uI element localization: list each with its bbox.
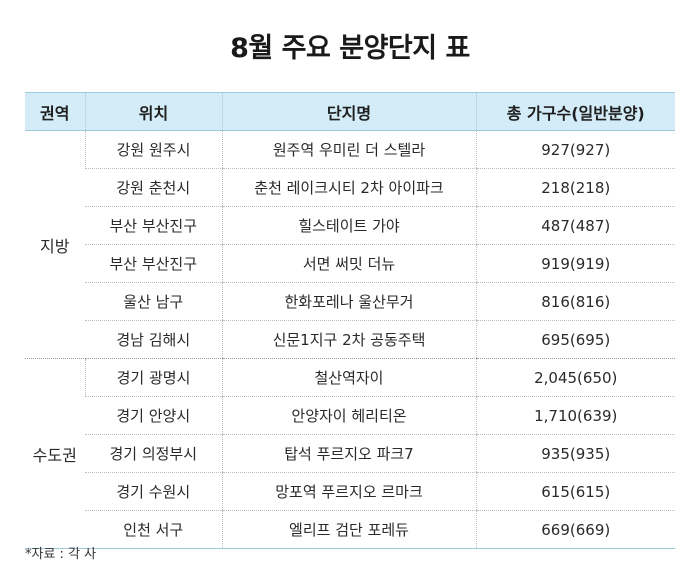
table-row: 경남 김해시 신문1지구 2차 공동주택 695(695) [25,320,675,359]
table-row: 울산 남구 한화포레나 울산무거 816(816) [25,282,675,321]
complex-name-cell: 서면 써밋 더뉴 [221,244,476,283]
table-row: 강원 춘천시 춘천 레이크시티 2차 아이파크 218(218) [25,168,675,207]
table-row: 부산 부산진구 힐스테이트 가야 487(487) [25,206,675,245]
table-row: 지방 강원 원주시 원주역 우미린 더 스텔라 927(927) [25,130,675,359]
complex-name-cell: 안양자이 헤리티온 [221,396,476,435]
units-cell: 615(615) [475,472,675,511]
location-cell: 부산 부산진구 [85,206,222,245]
complex-name-cell: 한화포레나 울산무거 [221,282,476,321]
complex-name-cell: 엘리프 검단 포레듀 [221,510,476,549]
units-cell: 2,045(650) [475,358,675,397]
location-cell: 부산 부산진구 [85,244,222,283]
location-cell: 경기 광명시 [84,358,222,397]
units-cell: 919(919) [475,244,675,283]
header-total-units: 총 가구수(일반분양) [475,92,675,131]
units-cell: 1,710(639) [475,396,675,435]
location-cell: 울산 남구 [85,282,222,321]
location-cell: 강원 원주시 [84,130,222,169]
location-cell: 경기 의정부시 [85,434,222,473]
complex-name-cell: 힐스테이트 가야 [221,206,476,245]
header-complex-name: 단지명 [221,92,476,131]
units-cell: 487(487) [475,206,675,245]
units-cell: 816(816) [475,282,675,321]
table-row: 수도권 경기 광명시 철산역자이 2,045(650) [25,358,675,549]
header-region: 권역 [25,92,85,131]
complex-name-cell: 탑석 푸르지오 파크7 [221,434,476,473]
units-cell: 927(927) [475,130,675,169]
housing-supply-table: 권역 위치 단지명 총 가구수(일반분양) 지방 강원 원주시 원주역 우미린 … [25,92,675,549]
header-location: 위치 [84,92,222,131]
complex-name-cell: 철산역자이 [221,358,476,397]
units-cell: 695(695) [475,320,675,359]
location-cell: 경기 안양시 [85,396,222,435]
location-cell: 인천 서구 [85,510,222,549]
complex-name-cell: 춘천 레이크시티 2차 아이파크 [221,168,476,207]
table-row: 경기 안양시 안양자이 헤리티온 1,710(639) [25,396,675,435]
table-row: 경기 의정부시 탑석 푸르지오 파크7 935(935) [25,434,675,473]
units-cell: 669(669) [475,510,675,549]
page-title: 8월 주요 분양단지 표 [230,33,470,64]
units-cell: 218(218) [475,168,675,207]
source-note: *자료 : 각 사 [25,547,97,562]
region-cell: 수도권 [25,358,85,549]
complex-name-cell: 신문1지구 2차 공동주택 [221,320,476,359]
table-row: 경기 수원시 망포역 푸르지오 르마크 615(615) [25,472,675,511]
table-row: 인천 서구 엘리프 검단 포레듀 669(669) [25,510,675,549]
units-cell: 935(935) [475,434,675,473]
location-cell: 경남 김해시 [85,320,222,359]
table-row: 부산 부산진구 서면 써밋 더뉴 919(919) [25,244,675,283]
location-cell: 강원 춘천시 [85,168,222,207]
complex-name-cell: 원주역 우미린 더 스텔라 [221,130,476,169]
table-header-row: 권역 위치 단지명 총 가구수(일반분양) [25,92,675,131]
location-cell: 경기 수원시 [85,472,222,511]
region-cell: 지방 [25,130,85,359]
complex-name-cell: 망포역 푸르지오 르마크 [221,472,476,511]
